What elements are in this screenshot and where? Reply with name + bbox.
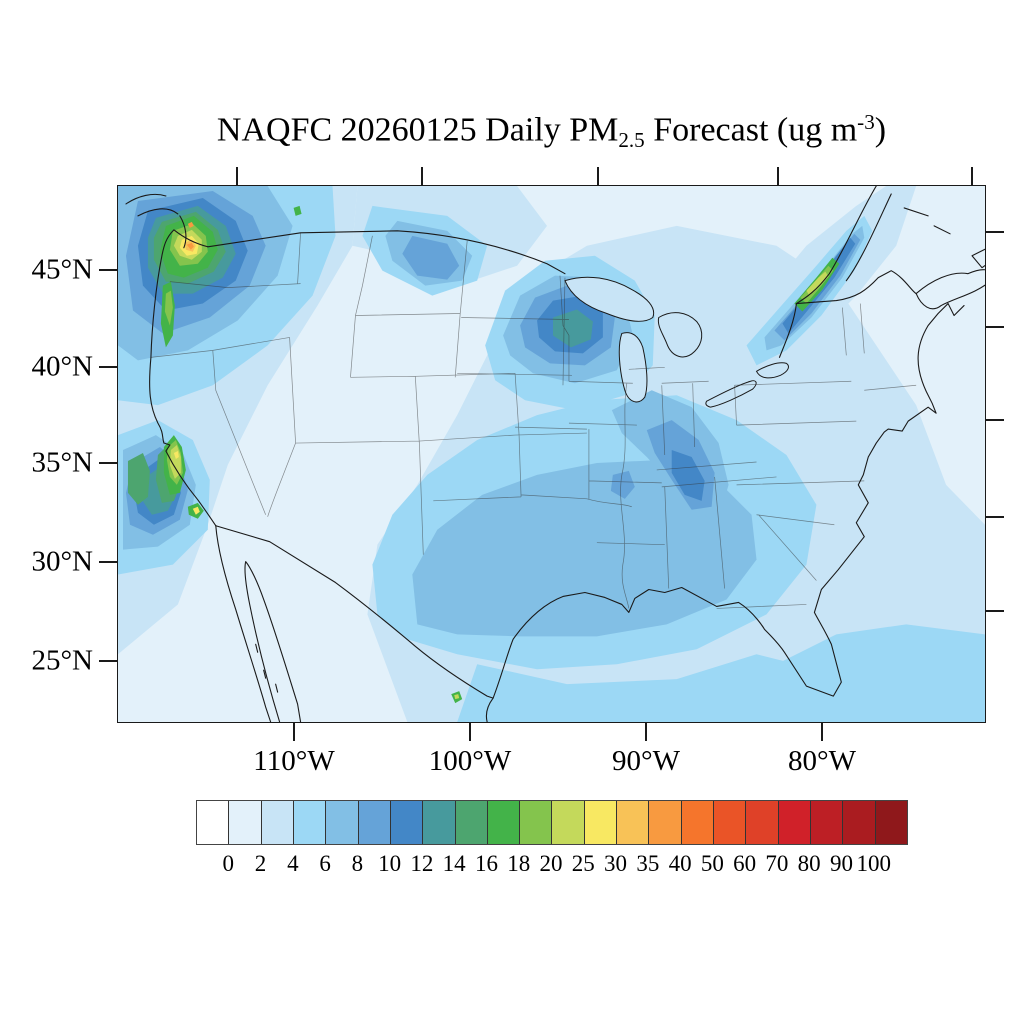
colorbar-tick-label: 60 [733,851,757,876]
colorbar-segment [681,801,714,844]
lon-tick-mark [293,723,295,741]
colorbar-segment [358,801,391,844]
colorbar-tick-label: 30 [604,851,628,876]
lat-tick-label: 40°N [31,350,93,383]
colorbar-tick-label: 10 [378,851,402,876]
lat-tick-mark [99,269,117,271]
right-tick-mark [986,326,1004,328]
coastline [125,186,985,722]
colorbar-segment [714,801,747,844]
right-tick-mark [986,516,1004,518]
colorbar-tick-label: 90 [829,851,853,876]
lat-tick-label: 45°N [31,253,93,286]
contour-map-svg [118,186,985,722]
lat-tick-label: 30°N [31,545,93,578]
colorbar-segment [778,801,811,844]
lat-tick-mark [99,660,117,662]
colorbar-tick-label: 100 [856,851,891,876]
colorbar-segment [326,801,359,844]
top-tick-mark [971,167,973,185]
colorbar-segment [229,801,262,844]
lon-tick-mark [469,723,471,741]
colorbar-tick-label: 70 [765,851,789,876]
colorbar-tick-label: 18 [507,851,531,876]
contour-band-30-40 [184,221,196,252]
title-text-end: ) [874,111,887,149]
colorbar-tick-label: 80 [797,851,821,876]
lat-tick-mark [99,462,117,464]
top-tick-mark [777,167,779,185]
page-title: NAQFC 20260125 Daily PM2.5 Forecast (ug … [117,110,986,153]
colorbar-segment [520,801,553,844]
colorbar-segment [423,801,456,844]
lon-tick-label: 80°W [788,745,856,777]
right-tick-mark [986,610,1004,612]
colorbar-tick-label: 4 [287,851,299,876]
lat-tick-mark [99,561,117,563]
great-lakes [564,276,789,408]
lat-tick-mark [99,366,117,368]
map-canvas [117,185,986,723]
colorbar-segment [197,801,230,844]
lat-tick-label: 35°N [31,446,93,479]
colorbar-segment [617,801,650,844]
title-subscript: 2.5 [618,127,645,152]
state-borders [150,232,917,609]
colorbar-segment [293,801,327,844]
title-text: NAQFC 20260125 Daily PM [216,111,619,149]
colorbar-segment [875,801,907,844]
lon-tick-label: 90°W [612,745,680,777]
colorbar-tick-label: 25 [571,851,595,876]
lat-tick-label: 25°N [31,644,93,677]
colorbar-tick-label: 16 [474,851,498,876]
colorbar-segment [810,801,844,844]
colorbar-segment [584,801,618,844]
colorbar-tick-label: 6 [319,851,331,876]
right-tick-mark [986,231,1004,233]
lon-tick-mark [821,723,823,741]
title-superscript: -3 [857,110,875,134]
colorbar-segment [390,801,424,844]
colorbar-tick-label: 12 [410,851,434,876]
colorbar-tick-label: 0 [222,851,235,876]
top-tick-mark [597,167,599,185]
colorbar-tick-label: 14 [442,851,466,876]
colorbar-tick-label: 50 [700,851,724,876]
colorbar-tick-label: 8 [351,851,364,876]
lon-tick-label: 110°W [253,745,335,777]
colorbar-segment [261,801,294,844]
colorbar-segment [552,801,585,844]
lon-tick-label: 100°W [428,745,512,777]
top-tick-mark [421,167,423,185]
right-tick-mark [986,419,1004,421]
colorbar-tick-label: 35 [636,851,660,876]
colorbar-segment [487,801,521,844]
colorbar-segment [649,801,682,844]
colorbar-tick-label: 2 [254,851,267,876]
lon-tick-mark [645,723,647,741]
colorbar [196,800,908,845]
colorbar-segment [843,801,876,844]
colorbar-tick-label: 20 [539,851,563,876]
title-text-mid: Forecast (ug m [644,111,858,149]
colorbar-segment [455,801,488,844]
colorbar-segment [746,801,779,844]
colorbar-tick-label: 40 [668,851,692,876]
top-tick-mark [236,167,238,185]
